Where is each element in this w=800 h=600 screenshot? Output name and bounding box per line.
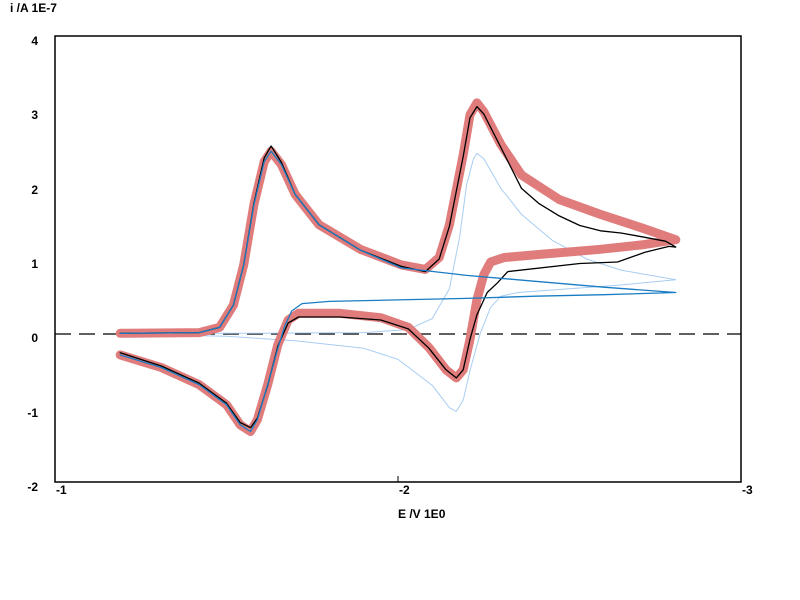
x-tick-label: -2 [399, 483, 410, 497]
y-tick-label: 1 [31, 257, 38, 271]
x-tick-label: -1 [56, 483, 67, 497]
y-tick-label: 0 [31, 331, 38, 346]
series-layer [115, 98, 681, 436]
y-tick-label: 4 [31, 34, 38, 48]
x-axis-label: E /V 1E0 [398, 507, 446, 521]
series-0-line [119, 152, 677, 412]
y-tick-label: -1 [27, 405, 38, 420]
y-tick-label: 3 [31, 108, 38, 123]
y-tick-label: -2 [27, 480, 38, 494]
y-axis-label: i /A 1E-7 [10, 1, 57, 15]
series-3-line [119, 150, 677, 433]
series-1-line [115, 98, 681, 436]
x-tick-label: -3 [742, 483, 753, 497]
y-tick-label: 2 [31, 182, 38, 197]
